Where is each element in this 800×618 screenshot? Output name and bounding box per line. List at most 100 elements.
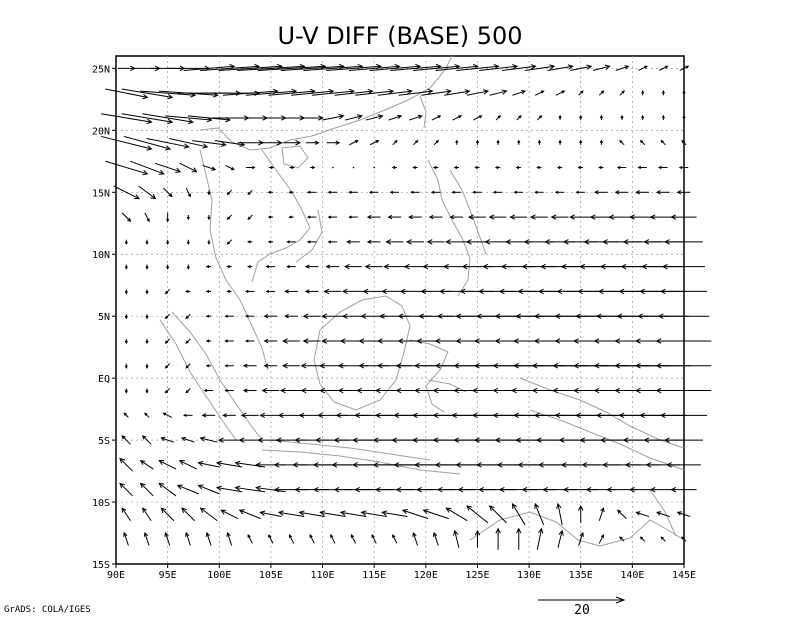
wind-vector bbox=[282, 363, 300, 369]
wind-vector bbox=[655, 190, 670, 195]
wind-vector bbox=[474, 529, 481, 548]
wind-vector bbox=[536, 115, 543, 121]
wind-vector bbox=[185, 338, 191, 344]
wind-vector bbox=[166, 239, 170, 246]
wind-vector bbox=[226, 531, 233, 546]
wind-vector bbox=[512, 89, 527, 96]
wind-vector bbox=[369, 140, 380, 146]
wind-vector bbox=[327, 215, 338, 219]
wind-vector bbox=[655, 363, 712, 369]
wind-vector bbox=[598, 534, 605, 544]
wind-vector bbox=[247, 240, 253, 244]
wind-vector bbox=[517, 139, 521, 145]
wind-vector bbox=[124, 239, 128, 246]
wind-vector bbox=[186, 264, 190, 270]
wind-vector bbox=[124, 289, 128, 295]
wind-vector bbox=[670, 486, 697, 493]
wind-vector bbox=[488, 214, 507, 220]
x-tick-label: 105E bbox=[259, 570, 283, 581]
wind-vector bbox=[681, 536, 687, 542]
wind-vector bbox=[142, 435, 152, 445]
wind-vector bbox=[144, 412, 150, 418]
wind-vector bbox=[178, 460, 197, 470]
wind-vector bbox=[579, 139, 583, 145]
wind-vector bbox=[554, 190, 565, 194]
wind-vector bbox=[509, 214, 528, 220]
wind-vector bbox=[472, 190, 482, 194]
wind-vector bbox=[466, 505, 489, 524]
reference-vector-label: 20 bbox=[574, 603, 590, 618]
wind-vector bbox=[101, 113, 153, 125]
wind-vector bbox=[620, 114, 624, 121]
wind-vector bbox=[391, 165, 397, 170]
wind-vector bbox=[555, 90, 566, 96]
wind-vector bbox=[659, 412, 708, 419]
wind-vector bbox=[619, 536, 625, 542]
wind-vector bbox=[421, 88, 452, 96]
wind-vector bbox=[368, 190, 379, 194]
wind-vector bbox=[413, 63, 461, 71]
wind-vector bbox=[655, 338, 712, 344]
wind-vector bbox=[311, 88, 355, 96]
wind-vector bbox=[226, 214, 233, 220]
wind-vector bbox=[660, 536, 666, 542]
coastlines bbox=[159, 55, 685, 547]
wind-vector bbox=[473, 115, 483, 121]
wind-vector bbox=[145, 314, 149, 320]
wind-vector bbox=[678, 165, 689, 170]
wind-vector bbox=[327, 190, 338, 194]
wind-vector bbox=[345, 114, 363, 121]
wind-vector bbox=[201, 413, 216, 418]
wind-vector bbox=[392, 534, 398, 544]
wind-vector bbox=[185, 363, 191, 369]
wind-vector bbox=[536, 165, 542, 170]
wind-vector bbox=[288, 534, 295, 544]
y-tick-label: 5S bbox=[98, 436, 110, 447]
wind-vector bbox=[263, 363, 278, 368]
wind-vector bbox=[306, 240, 317, 244]
wind-vector bbox=[124, 363, 128, 369]
wind-vector bbox=[121, 113, 174, 125]
wind-vector bbox=[166, 264, 170, 270]
wind-vector bbox=[304, 264, 319, 269]
wind-vector bbox=[657, 313, 710, 319]
wind-vector bbox=[617, 509, 627, 519]
wind-vector bbox=[255, 485, 286, 493]
wind-vector bbox=[247, 189, 253, 196]
wind-vector bbox=[681, 139, 687, 146]
wind-vector bbox=[123, 412, 129, 418]
wind-vector bbox=[341, 288, 365, 295]
wind-vector bbox=[479, 64, 519, 71]
wind-vector bbox=[489, 89, 508, 96]
y-tick-label: 15N bbox=[92, 188, 110, 199]
wind-vector bbox=[327, 240, 338, 244]
wind-vector bbox=[145, 264, 149, 270]
wind-vector bbox=[226, 265, 232, 269]
wind-vector bbox=[373, 166, 375, 169]
wind-vector bbox=[381, 510, 408, 518]
wind-vector bbox=[222, 413, 236, 418]
wind-vector bbox=[638, 65, 648, 71]
reference-vector: 20 bbox=[538, 596, 626, 618]
wind-vector bbox=[451, 190, 461, 194]
wind-vector bbox=[599, 139, 603, 145]
wind-vector bbox=[412, 165, 418, 170]
wind-vector bbox=[180, 436, 195, 443]
wind-vector bbox=[226, 289, 232, 293]
wind-vector bbox=[244, 314, 255, 318]
wind-vector bbox=[146, 138, 190, 149]
wind-vector bbox=[593, 190, 608, 195]
wind-vector bbox=[334, 88, 374, 96]
wind-vector bbox=[598, 90, 605, 96]
wind-vector bbox=[410, 190, 420, 194]
wind-vector bbox=[119, 482, 133, 497]
wind-vector bbox=[387, 214, 402, 220]
wind-vector bbox=[121, 88, 174, 100]
wind-vector bbox=[449, 214, 464, 220]
wind-vector bbox=[121, 212, 132, 223]
wind-vector bbox=[426, 239, 445, 245]
wind-vector bbox=[164, 388, 171, 394]
wind-vector bbox=[444, 89, 471, 96]
wind-vector bbox=[388, 114, 403, 121]
wind-vector bbox=[578, 531, 584, 546]
